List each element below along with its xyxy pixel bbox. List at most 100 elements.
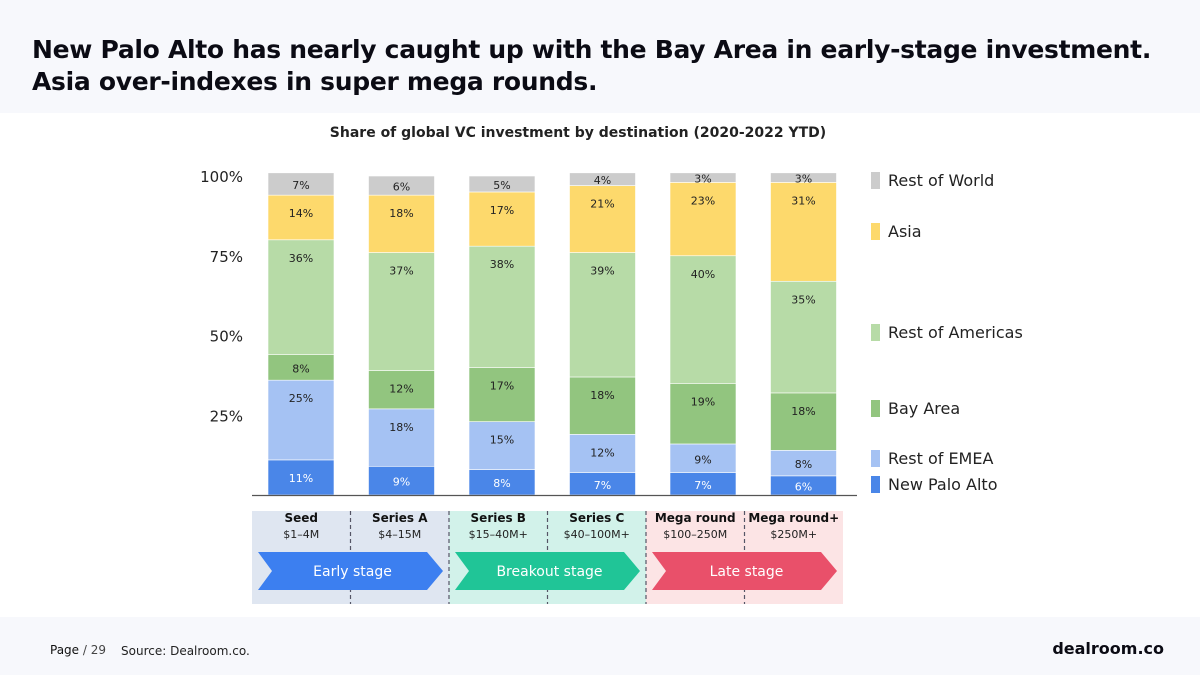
bar-rest-of-world-series-a [368, 175, 435, 196]
data-label-rest-of-world-seed: 7% [292, 179, 309, 192]
category-label-seed: Seed [284, 511, 318, 525]
data-label-new-palo-alto-mega-round: 6% [795, 480, 812, 493]
category-sublabel-series-c: $40–100M+ [564, 528, 630, 541]
data-label-rest-of-americas-series-a: 37% [389, 265, 413, 278]
data-label-asia-mega-round: 31% [791, 194, 815, 207]
bar-bay-area-mega-round [669, 383, 737, 445]
headline-line-1: New Palo Alto has nearly caught up with … [32, 35, 1152, 64]
data-label-rest-of-americas-mega-round: 40% [691, 268, 715, 281]
category-label-series-b: Series B [471, 511, 526, 525]
chart-title: Share of global VC investment by destina… [330, 125, 826, 141]
page-number: Page / 29 [50, 643, 106, 657]
data-label-bay-area-seed: 8% [292, 362, 309, 375]
stacked-bar-chart: Share of global VC investment by destina… [200, 125, 1023, 604]
source-note: Source: Dealroom.co. [121, 644, 250, 658]
legend-swatch-asia [871, 223, 880, 240]
legend-label-rest-of-emea: Rest of EMEA [888, 449, 993, 468]
data-label-rest-of-emea-mega-round: 8% [795, 458, 812, 471]
stage-label-early-stage: Early stage [313, 564, 392, 580]
data-label-new-palo-alto-series-a: 9% [393, 476, 410, 489]
legend-label-new-palo-alto: New Palo Alto [888, 475, 998, 494]
bar-asia-mega-round [770, 182, 837, 282]
bar-rest-of-world-mega-round [669, 172, 737, 183]
data-label-rest-of-world-series-b: 5% [493, 179, 510, 192]
page-total: / 29 [82, 643, 107, 657]
bar-asia-series-a [368, 194, 435, 253]
bar-rest-of-americas-mega-round [770, 280, 837, 394]
legend-swatch-rest-of-world [871, 172, 880, 189]
category-sublabel-seed: $1–4M [283, 528, 319, 541]
legend-swatch-rest-of-emea [871, 450, 880, 467]
y-tick-label-25: 25% [210, 407, 243, 425]
data-label-rest-of-world-series-a: 6% [393, 181, 410, 194]
legend-swatch-rest-of-americas [871, 324, 880, 341]
page-label: Page [50, 643, 80, 657]
headline: New Palo Alto has nearly caught up with … [32, 34, 1151, 98]
bar-rest-of-emea-series-c [569, 434, 636, 473]
legend-label-bay-area: Bay Area [888, 399, 960, 418]
data-label-rest-of-americas-series-b: 38% [490, 258, 514, 271]
data-label-rest-of-world-mega-round: 3% [694, 173, 711, 186]
stage-arrow-breakout-stage [455, 552, 640, 590]
legend-label-asia: Asia [888, 222, 922, 241]
legend-label-rest-of-americas: Rest of Americas [888, 323, 1023, 342]
brand-logo: dealroom.co [1052, 639, 1164, 658]
header: New Palo Alto has nearly caught up with … [0, 0, 1200, 113]
category-label-series-a: Series A [372, 511, 428, 525]
bar-asia-series-b [468, 191, 536, 247]
category-sublabel-series-b: $15–40M+ [469, 528, 528, 541]
category-label-series-c: Series C [569, 511, 624, 525]
y-tick-label-75: 75% [210, 248, 243, 266]
category-sublabel-mega-round: $100–250M [663, 528, 727, 541]
headline-line-2: Asia over-indexes in super mega rounds. [32, 67, 598, 96]
data-label-rest-of-emea-series-c: 12% [590, 446, 614, 459]
stage-arrow-late-stage [652, 552, 837, 590]
data-label-asia-series-a: 18% [389, 207, 413, 220]
data-label-bay-area-series-b: 17% [490, 379, 514, 392]
bar-asia-series-c [569, 185, 636, 253]
bar-rest-of-emea-mega-round [669, 443, 737, 473]
data-label-bay-area-mega-round: 19% [691, 395, 715, 408]
bar-bay-area-series-b [468, 367, 536, 422]
legend-swatch-bay-area [871, 400, 880, 417]
y-tick-label-50: 50% [210, 328, 243, 346]
bar-bay-area-mega-round [770, 392, 837, 451]
data-label-rest-of-americas-mega-round: 35% [791, 293, 815, 306]
data-label-rest-of-world-series-c: 4% [594, 174, 611, 187]
bar-rest-of-americas-seed [267, 239, 335, 355]
bar-rest-of-world-mega-round [770, 172, 837, 183]
legend-label-rest-of-world: Rest of World [888, 171, 994, 190]
data-label-bay-area-mega-round: 18% [791, 405, 815, 418]
data-label-new-palo-alto-series-b: 8% [493, 477, 510, 490]
bar-rest-of-americas-series-b [468, 245, 536, 368]
category-sublabel-series-a: $4–15M [378, 528, 421, 541]
bar-rest-of-world-series-c [569, 172, 636, 186]
data-label-new-palo-alto-series-c: 7% [594, 479, 611, 492]
bar-asia-mega-round [669, 182, 737, 257]
data-label-rest-of-emea-series-b: 15% [490, 434, 514, 447]
bar-new-palo-alto-seed [267, 459, 335, 496]
data-label-new-palo-alto-mega-round: 7% [694, 479, 711, 492]
bar-bay-area-series-c [569, 376, 636, 435]
stage-arrow-early-stage [258, 552, 443, 590]
bar-rest-of-emea-series-b [468, 421, 536, 470]
bar-rest-of-americas-series-a [368, 252, 435, 371]
data-label-asia-mega-round: 23% [691, 194, 715, 207]
data-label-asia-seed: 14% [289, 207, 313, 220]
stage-label-late-stage: Late stage [710, 564, 784, 580]
data-label-rest-of-emea-mega-round: 9% [694, 453, 711, 466]
data-label-rest-of-americas-seed: 36% [289, 252, 313, 265]
bar-rest-of-world-series-b [468, 175, 536, 193]
y-tick-label-100: 100% [200, 168, 243, 186]
footer: Page / 29 Source: Dealroom.co. dealroom.… [0, 617, 1200, 675]
chart-area: Share of global VC investment by destina… [0, 113, 1200, 617]
data-label-rest-of-emea-seed: 25% [289, 392, 313, 405]
data-label-rest-of-world-mega-round: 3% [795, 173, 812, 186]
data-label-rest-of-emea-series-a: 18% [389, 421, 413, 434]
bar-rest-of-americas-mega-round [669, 255, 737, 384]
data-label-rest-of-americas-series-c: 39% [590, 265, 614, 278]
legend-swatch-new-palo-alto [871, 476, 880, 493]
bar-asia-seed [267, 194, 335, 241]
data-label-asia-series-b: 17% [490, 204, 514, 217]
data-label-bay-area-series-a: 12% [389, 383, 413, 396]
